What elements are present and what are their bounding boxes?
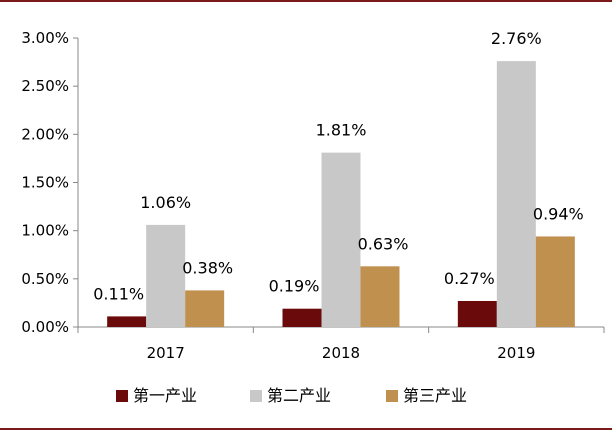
legend-swatch-series-1: [116, 390, 128, 402]
y-tick-label: 2.00%: [21, 125, 69, 143]
data-label-series-2-2019: 2.76%: [491, 29, 542, 48]
x-category-label: 2018: [322, 344, 360, 362]
y-axis: 0.00% 0.50% 1.00% 1.50% 2.00% 2.50% 3.00%: [21, 29, 79, 336]
bar-series-1-2017: [107, 316, 147, 327]
top-border-line: [0, 0, 612, 2]
x-category-label: 2017: [147, 344, 185, 362]
y-tick-label: 3.00%: [21, 29, 69, 47]
y-tick-label: 1.50%: [21, 174, 69, 192]
data-label-series-1-2017: 0.11%: [93, 284, 144, 303]
bar-series-2-2017: [146, 224, 186, 327]
x-axis: 2017 2018 2019: [77, 326, 605, 362]
legend: 第一产业 第二产业 第三产业: [116, 386, 467, 405]
y-tick-label: 2.50%: [21, 77, 69, 95]
bar-series-3-2017: [185, 290, 225, 327]
data-label-series-1-2019: 0.27%: [444, 269, 495, 288]
bottom-border-line: [0, 428, 612, 430]
data-labels: 0.11% 1.06% 0.38% 0.19% 1.81% 0.63% 0.27% 2.76%…: [93, 29, 583, 303]
bar-series-1-2019: [457, 300, 497, 327]
bar-series-3-2019: [535, 236, 575, 327]
data-label-series-2-2017: 1.06%: [140, 193, 191, 212]
legend-swatch-series-3: [386, 390, 398, 402]
x-category-label: 2019: [497, 344, 535, 362]
y-tick-label: 0.00%: [21, 318, 69, 336]
data-label-series-1-2018: 0.19%: [269, 277, 320, 296]
legend-label-series-3: 第三产业: [403, 386, 467, 405]
data-label-series-3-2018: 0.63%: [358, 234, 409, 253]
y-tick-label: 0.50%: [21, 270, 69, 288]
bar-series-2-2019: [496, 61, 536, 328]
bar-series-2-2018: [321, 152, 361, 327]
legend-label-series-2: 第二产业: [267, 386, 331, 405]
data-label-series-2-2018: 1.81%: [316, 121, 367, 140]
bars: [107, 61, 575, 328]
data-label-series-3-2019: 0.94%: [533, 204, 584, 223]
data-label-series-3-2017: 0.38%: [182, 258, 233, 277]
legend-label-series-1: 第一产业: [133, 386, 197, 405]
legend-swatch-series-2: [250, 390, 262, 402]
y-tick-label: 1.00%: [21, 222, 69, 240]
bar-series-3-2018: [360, 266, 400, 327]
bar-series-1-2018: [282, 308, 322, 327]
